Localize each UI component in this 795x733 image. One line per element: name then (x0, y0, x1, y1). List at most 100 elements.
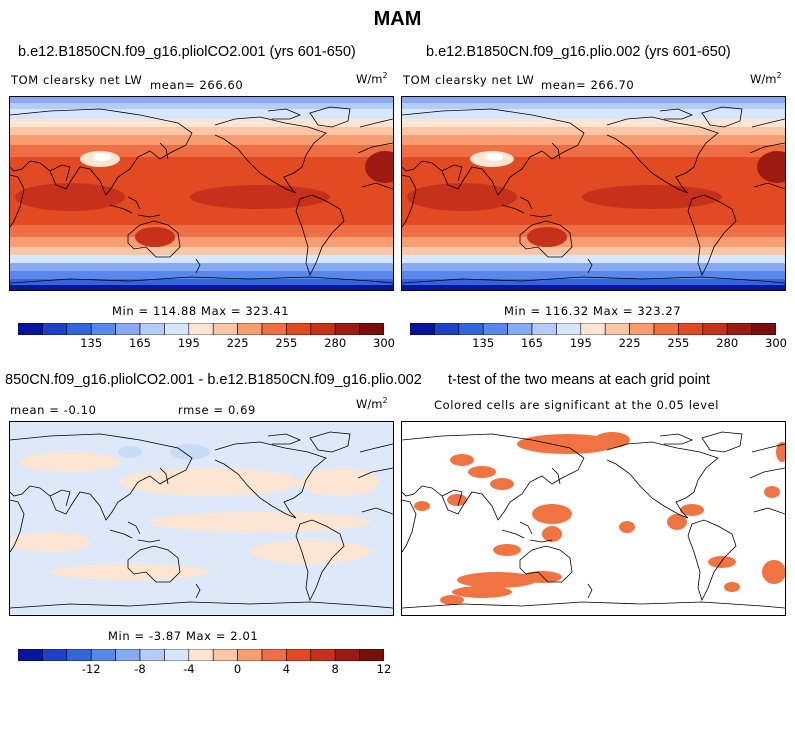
colorbar-tick-label: 255 (275, 336, 298, 350)
colorbar-tick-label: 195 (177, 336, 200, 350)
coastline-segment (529, 214, 553, 218)
coastline-segment (587, 258, 593, 274)
coastline-segment (295, 194, 345, 277)
colorbar-swatch (359, 322, 385, 336)
coastline-segment (687, 194, 737, 277)
coastline-segment (551, 142, 561, 160)
colorbar-swatch (286, 322, 312, 336)
coastline-segment (195, 258, 201, 274)
panel2-colorbar-ticks: 135 165 195 225 255 280 300 (410, 336, 787, 352)
panel1-mean-label: mean= 266.60 (150, 78, 244, 92)
panel3-minmax: Min = -3.87 Max = 2.01 (108, 629, 259, 643)
zonal-band (10, 247, 393, 255)
coastline-segment (10, 108, 193, 196)
zonal-band (10, 255, 393, 263)
significant-cell (450, 454, 474, 466)
positive-anomaly (250, 540, 370, 564)
coastline-segment (127, 220, 181, 258)
zonal-band (402, 279, 785, 285)
coastline-segment (127, 521, 141, 535)
positive-anomaly (150, 512, 370, 532)
colorbar-swatch (66, 322, 92, 336)
zonal-band (402, 263, 785, 271)
colorbar-tick-label: -8 (134, 662, 146, 676)
coastline-segment (402, 276, 785, 284)
zonal-band (402, 109, 785, 119)
colorbar-swatch (458, 322, 484, 336)
panel3-rmse-label: rmse = 0.69 (178, 403, 256, 417)
colorbar-swatch (115, 648, 141, 662)
coastline-segment (10, 276, 393, 284)
significant-cell (452, 586, 512, 598)
zonal-band (10, 119, 393, 127)
coastline-segment (10, 499, 25, 553)
coastline (402, 431, 785, 609)
panel1-colorbar (17, 322, 385, 336)
colorbar-tick-label: 195 (569, 336, 592, 350)
warm-region (407, 183, 517, 211)
colorbar-swatch (726, 322, 752, 336)
colorbar-tick-label: -12 (81, 662, 101, 676)
positive-anomaly (20, 452, 120, 472)
coastline-segment (659, 433, 694, 445)
coastline-segment (402, 601, 785, 609)
panel3-title: 850CN.f09_g16.pliolCO2.001 - b.e12.B1850… (5, 372, 422, 388)
positive-anomaly (300, 468, 380, 496)
coastline-segment (309, 106, 351, 128)
colorbar-tick-label: 280 (324, 336, 347, 350)
panel1-map (9, 96, 394, 291)
coastline-segment (402, 499, 417, 553)
colorbar-swatch (139, 322, 165, 336)
zonal-band (10, 225, 393, 237)
coastline-segment (214, 116, 327, 194)
panel2-units: W/m2 (750, 71, 782, 86)
coastline-segment (753, 182, 785, 190)
panel3-colorbar-ticks: -12 -8 -4 0 4 8 12 (18, 662, 392, 678)
coastline-segment (701, 106, 743, 128)
colorbar-swatch (409, 322, 435, 336)
colorbar-swatch (42, 648, 68, 662)
coastline-segment (361, 182, 393, 190)
colorbar-swatch (482, 322, 508, 336)
coastline-segment (195, 583, 201, 599)
zonal-band (402, 225, 785, 237)
colorbar-tick-label: -4 (183, 662, 195, 676)
panel4-title: t-test of the two means at each grid poi… (448, 372, 710, 388)
coastline-segment (606, 441, 719, 519)
colorbar-swatch (17, 648, 43, 662)
panel1-colorbar-ticks: 135 165 195 225 255 280 300 (18, 336, 395, 352)
significant-cell (708, 556, 736, 568)
coastline-segment (501, 529, 525, 539)
zonal-band (402, 127, 785, 135)
colorbar-swatch (139, 648, 165, 662)
coastline-segment (659, 108, 694, 120)
colorbar-swatch (212, 322, 238, 336)
coastline-segment (751, 118, 785, 128)
significant-cell (594, 432, 630, 448)
coastline (10, 431, 393, 609)
colorbar-tick-label: 165 (129, 336, 151, 350)
panel2-mean-label: mean= 266.70 (541, 78, 635, 92)
warm-region (135, 227, 175, 247)
coastline-segment (214, 441, 327, 519)
zonal-band (10, 279, 393, 285)
warm-region (582, 185, 722, 209)
colorbar-swatch (90, 322, 116, 336)
panel1-minmax: Min = 114.88 Max = 323.41 (112, 304, 290, 318)
coastline-segment (402, 433, 585, 521)
panel2-map (401, 96, 786, 291)
cold-region (485, 153, 503, 161)
coastline-segment (402, 108, 585, 196)
coastline (10, 106, 393, 284)
positive-anomaly (120, 468, 300, 496)
panel1-units: W/m2 (356, 71, 388, 86)
coastline-segment (159, 142, 169, 160)
colorbar-tick-label: 165 (521, 336, 543, 350)
panel4-map (401, 421, 786, 616)
cold-region (93, 153, 111, 161)
colorbar-swatch (261, 322, 287, 336)
coastline-segment (751, 443, 785, 453)
colorbar-swatch (580, 322, 606, 336)
coastline-segment (606, 116, 719, 194)
coastline-segment (359, 118, 393, 128)
